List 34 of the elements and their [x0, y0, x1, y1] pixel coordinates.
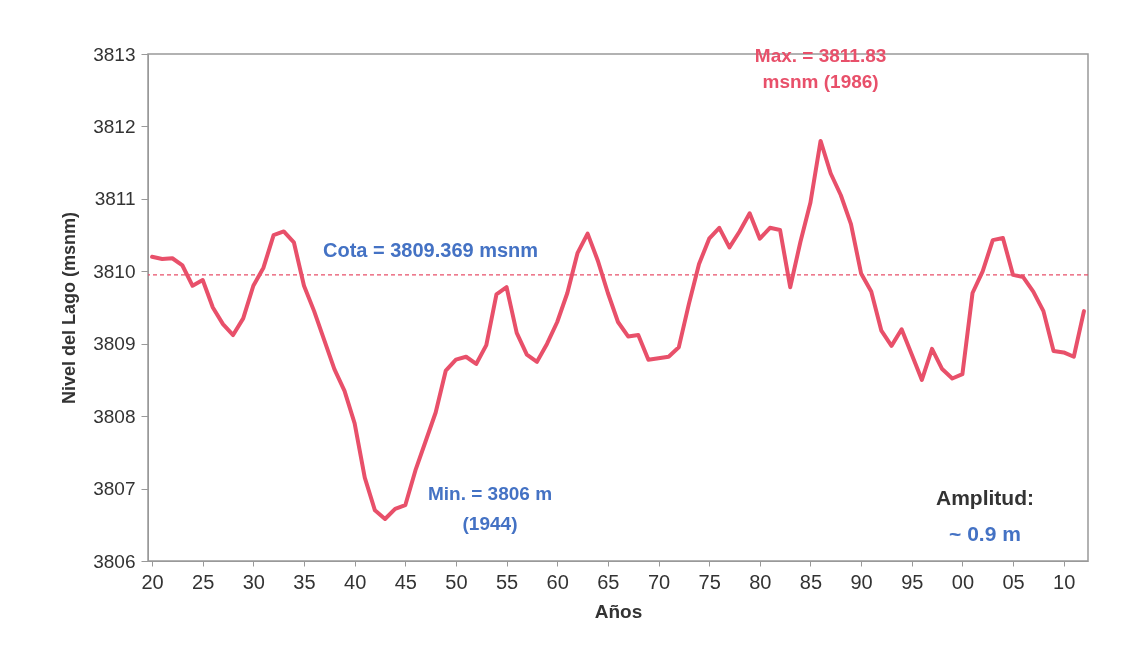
- annotation: Amplitud:: [936, 485, 1034, 509]
- x-tick-label: 95: [901, 570, 924, 593]
- x-tick-label: 75: [698, 570, 721, 593]
- x-tick-label: 05: [1002, 570, 1025, 593]
- x-tick-label: 85: [799, 570, 823, 593]
- x-tick-label: 80: [749, 570, 772, 593]
- x-tick-label: 65: [597, 570, 620, 593]
- annotation: Min. = 3806 m (1944): [427, 482, 553, 534]
- x-axis-title: Años: [594, 600, 643, 622]
- x-tick-label: 50: [445, 570, 468, 593]
- annotation: Cota = 3809.369 msnm: [323, 239, 539, 261]
- x-tick-label: 55: [495, 570, 519, 593]
- y-tick-label: 3811: [94, 188, 136, 210]
- y-axis-title: Nivel del Lago (msnm): [59, 211, 80, 405]
- x-tick-label: 90: [850, 570, 873, 593]
- x-tick-label: 20: [141, 570, 164, 593]
- x-tick-label: 60: [546, 570, 569, 593]
- x-tick-label: 40: [344, 570, 367, 593]
- x-tick-label: 25: [192, 570, 215, 593]
- x-tick-label: 00: [951, 570, 975, 593]
- y-tick-label: 3807: [93, 478, 136, 500]
- y-tick-label: 3809: [93, 333, 136, 355]
- y-tick-label: 3810: [93, 260, 136, 282]
- y-tick-label: 3808: [93, 405, 136, 427]
- y-tick-label: 3813: [93, 43, 136, 65]
- x-tick-label: 30: [242, 570, 265, 593]
- annotation: Max. = 3811.83 msnm (1986): [754, 44, 887, 92]
- x-tick-label: 35: [293, 570, 316, 593]
- x-tick-label: 45: [394, 570, 417, 593]
- y-tick-label: 3806: [93, 550, 136, 572]
- x-tick-label: 70: [647, 570, 671, 593]
- y-tick-label: 3812: [93, 115, 136, 137]
- x-tick-label: 10: [1053, 570, 1076, 593]
- annotation: ~ 0.9 m: [949, 521, 1021, 545]
